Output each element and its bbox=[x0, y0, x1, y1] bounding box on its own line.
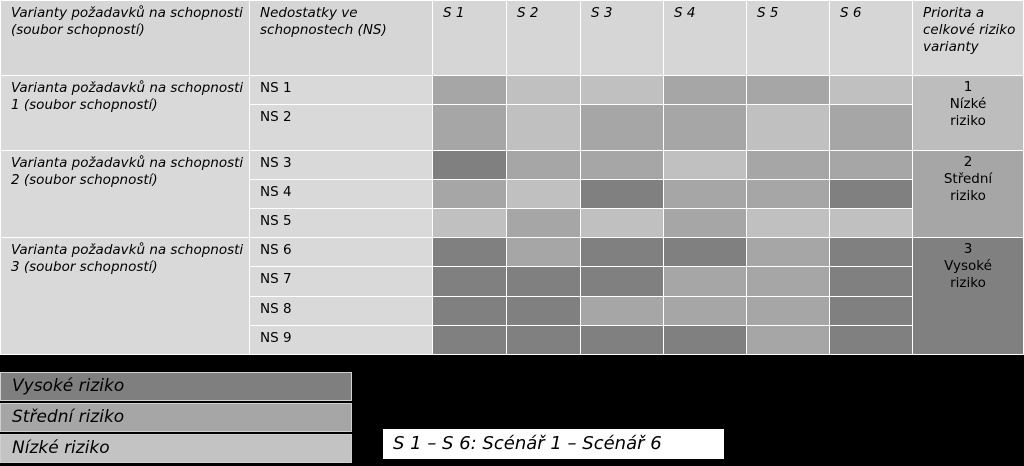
ns-row: NS 4 bbox=[1, 178, 1024, 209]
risk-cell-s4 bbox=[663, 104, 747, 151]
header-capability-gaps: Nedostatky ve schopnostech (NS) bbox=[249, 0, 433, 76]
risk-cell-s6 bbox=[829, 324, 913, 356]
risk-cell-s5 bbox=[746, 324, 830, 356]
header-scenario-5: S 5 bbox=[746, 0, 830, 76]
capability-gap-label: NS 8 bbox=[249, 295, 433, 326]
risk-cell-s4 bbox=[663, 178, 747, 209]
risk-cell-s1 bbox=[432, 207, 507, 239]
risk-cell-s5 bbox=[746, 104, 830, 151]
header-priority: Priorita a celkové riziko varianty bbox=[912, 0, 1024, 76]
risk-cell-s2 bbox=[506, 237, 581, 268]
risk-cell-s5 bbox=[746, 207, 830, 239]
risk-cell-s4 bbox=[663, 74, 747, 106]
risk-cell-s4 bbox=[663, 295, 747, 326]
capability-gap-label: NS 1 bbox=[249, 74, 433, 106]
header-variants: Varianty požadavků na schopnosti (soubor… bbox=[0, 0, 250, 76]
risk-cell-s6 bbox=[829, 74, 913, 106]
variant-label: Varianta požadavků na schopnosti 1 (soub… bbox=[0, 75, 250, 151]
risk-cell-s6 bbox=[829, 178, 913, 209]
risk-cell-s3 bbox=[580, 74, 664, 106]
header-scenario-3: S 3 bbox=[580, 0, 664, 76]
header-row: Varianty požadavků na schopnosti (soubor… bbox=[0, 0, 1024, 76]
risk-cell-s3 bbox=[580, 295, 664, 326]
risk-cell-s2 bbox=[506, 295, 581, 326]
risk-cell-s6 bbox=[829, 149, 913, 180]
risk-cell-s4 bbox=[663, 324, 747, 356]
ns-row: NS 2 bbox=[1, 104, 1024, 151]
risk-cell-s5 bbox=[746, 74, 830, 106]
risk-cell-s5 bbox=[746, 295, 830, 326]
risk-cell-s1 bbox=[432, 104, 507, 151]
legend-high-risk: Vysoké riziko bbox=[0, 372, 352, 401]
capability-gap-label: NS 3 bbox=[249, 149, 433, 180]
risk-cell-s1 bbox=[432, 74, 507, 106]
ns-row: NS 7 bbox=[1, 266, 1024, 297]
risk-cell-s1 bbox=[432, 266, 507, 297]
variant-label: Varianta požadavků na schopnosti 3 (soub… bbox=[0, 237, 250, 355]
risk-cell-s6 bbox=[829, 237, 913, 268]
risk-cell-s4 bbox=[663, 237, 747, 268]
header-scenario-2: S 2 bbox=[506, 0, 581, 76]
header-scenario-1: S 1 bbox=[432, 0, 507, 76]
scenario-note: S 1 – S 6: Scénář 1 – Scénář 6 bbox=[383, 429, 724, 459]
risk-cell-s2 bbox=[506, 104, 581, 151]
risk-matrix-table: Varianty požadavků na schopnosti (soubor… bbox=[0, 0, 1024, 356]
legend-low-risk: Nízké riziko bbox=[0, 434, 352, 463]
legend-medium-risk: Střední riziko bbox=[0, 403, 352, 432]
risk-cell-s3 bbox=[580, 149, 664, 180]
ns-row: Varianta požadavků na schopnosti 1 (soub… bbox=[0, 74, 1024, 151]
variant-priority: 2 Střední riziko bbox=[912, 149, 1024, 239]
ns-row: Varianta požadavků na schopnosti 2 (soub… bbox=[0, 149, 1024, 239]
risk-cell-s6 bbox=[829, 266, 913, 297]
risk-cell-s1 bbox=[432, 237, 507, 268]
capability-gap-label: NS 9 bbox=[249, 324, 433, 356]
risk-cell-s5 bbox=[746, 149, 830, 180]
risk-cell-s1 bbox=[432, 324, 507, 356]
ns-row: NS 8 bbox=[1, 295, 1024, 326]
risk-cell-s1 bbox=[432, 149, 507, 180]
risk-cell-s6 bbox=[829, 207, 913, 239]
capability-gap-label: NS 5 bbox=[249, 207, 433, 239]
risk-cell-s2 bbox=[506, 74, 581, 106]
risk-cell-s3 bbox=[580, 104, 664, 151]
risk-cell-s1 bbox=[432, 295, 507, 326]
risk-cell-s5 bbox=[746, 178, 830, 209]
risk-legend: Vysoké riziko Střední riziko Nízké rizik… bbox=[0, 372, 352, 465]
variant-label: Varianta požadavků na schopnosti 2 (soub… bbox=[0, 149, 250, 239]
risk-cell-s2 bbox=[506, 149, 581, 180]
risk-cell-s5 bbox=[746, 237, 830, 268]
risk-cell-s3 bbox=[580, 207, 664, 239]
ns-row: NS 5 bbox=[1, 207, 1024, 239]
capability-gap-label: NS 2 bbox=[249, 104, 433, 151]
risk-cell-s3 bbox=[580, 178, 664, 209]
header-scenario-4: S 4 bbox=[663, 0, 747, 76]
risk-cell-s2 bbox=[506, 324, 581, 356]
risk-cell-s3 bbox=[580, 324, 664, 356]
risk-cell-s4 bbox=[663, 149, 747, 180]
risk-cell-s3 bbox=[580, 237, 664, 268]
variant-priority: 3 Vysoké riziko bbox=[912, 237, 1024, 355]
capability-gap-label: NS 6 bbox=[249, 237, 433, 268]
risk-cell-s2 bbox=[506, 178, 581, 209]
risk-cell-s4 bbox=[663, 266, 747, 297]
risk-cell-s6 bbox=[829, 104, 913, 151]
variant-priority: 1 Nízké riziko bbox=[912, 75, 1024, 151]
matrix-body: Varianta požadavků na schopnosti 1 (soub… bbox=[0, 74, 1024, 356]
risk-cell-s5 bbox=[746, 266, 830, 297]
ns-row: NS 9 bbox=[1, 324, 1024, 356]
risk-cell-s2 bbox=[506, 207, 581, 239]
risk-cell-s2 bbox=[506, 266, 581, 297]
capability-gap-label: NS 7 bbox=[249, 266, 433, 297]
risk-cell-s1 bbox=[432, 178, 507, 209]
risk-cell-s4 bbox=[663, 207, 747, 239]
risk-cell-s6 bbox=[829, 295, 913, 326]
capability-gap-label: NS 4 bbox=[249, 178, 433, 209]
header-scenario-6: S 6 bbox=[829, 0, 913, 76]
risk-cell-s3 bbox=[580, 266, 664, 297]
ns-row: Varianta požadavků na schopnosti 3 (soub… bbox=[0, 237, 1024, 355]
